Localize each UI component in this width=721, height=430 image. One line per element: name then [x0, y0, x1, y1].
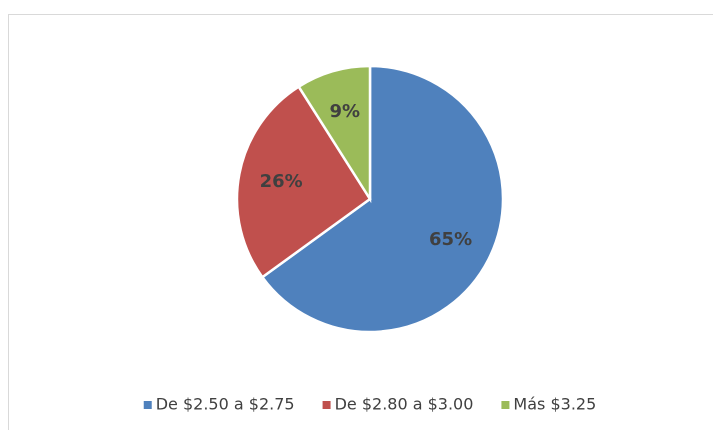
data-label: 26% [260, 171, 303, 192]
data-label: 65% [429, 229, 472, 250]
legend-swatch [143, 401, 152, 409]
pie-slice [260, 64, 505, 334]
legend-label: De $2.50 a $2.75 [156, 395, 295, 414]
pie-slice [297, 64, 372, 204]
legend-swatch [501, 401, 510, 409]
data-label: 9% [329, 101, 360, 122]
legend-swatch [322, 401, 331, 409]
pie-slice [235, 84, 372, 279]
legend-label: De $2.80 a $3.00 [335, 395, 474, 414]
legend-label: Más $3.25 [513, 395, 596, 414]
chart-frame [8, 14, 713, 430]
